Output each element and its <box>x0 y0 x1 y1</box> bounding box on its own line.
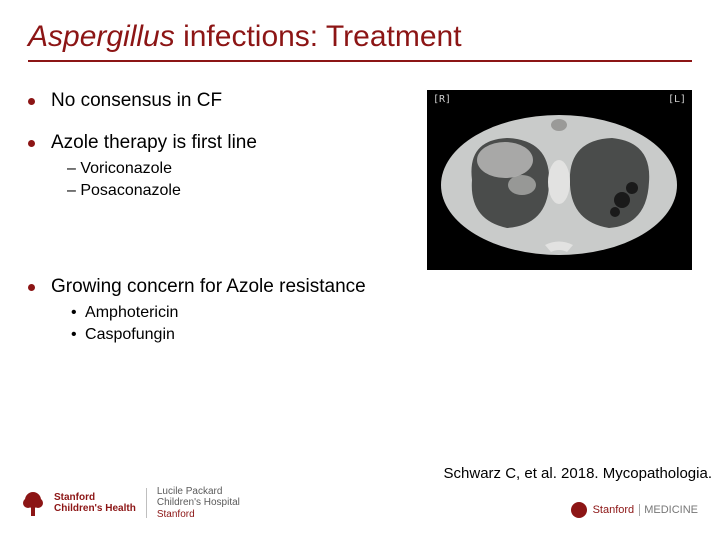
text-column: No consensus in CF Azole therapy is firs… <box>28 90 409 223</box>
ct-label-right-side: [R] <box>433 94 451 105</box>
bullet-icon <box>28 98 35 105</box>
sm-word: Stanford <box>593 504 635 516</box>
logo-line: Stanford <box>54 492 136 503</box>
sub-list-dash: Voriconazole Posaconazole <box>51 158 409 203</box>
sub-item: Voriconazole <box>67 158 409 180</box>
bullet-icon <box>28 284 35 291</box>
sub-item: Posaconazole <box>67 180 409 202</box>
bullet-item: No consensus in CF <box>28 90 409 112</box>
logo-line: Lucile Packard <box>157 486 240 498</box>
logo-line: Children's Health <box>54 503 136 514</box>
footer-divider <box>146 488 147 518</box>
slide: Aspergillus infections: Treatment No con… <box>0 0 720 540</box>
seal-icon <box>571 502 587 518</box>
stanford-medicine-logo: Stanford MEDICINE <box>571 502 698 518</box>
bullet-item: Azole therapy is first line Voriconazole… <box>28 132 409 203</box>
bullet-body: Growing concern for Azole resistance Amp… <box>51 276 692 347</box>
ct-label-left-side: [L] <box>668 94 686 105</box>
slide-title: Aspergillus infections: Treatment <box>28 20 692 62</box>
sm-word: MEDICINE <box>639 504 698 516</box>
bullet-text: Growing concern for Azole resistance <box>51 276 692 298</box>
title-italic: Aspergillus <box>28 20 175 53</box>
logo-line: Children's Hospital <box>157 497 240 509</box>
sub-item: Amphotericin <box>71 302 692 324</box>
ct-svg <box>427 90 692 270</box>
footer-left: Stanford Children's Health Lucile Packar… <box>22 486 240 521</box>
title-rest: infections: Treatment <box>175 20 462 53</box>
content-row: No consensus in CF Azole therapy is firs… <box>28 90 692 270</box>
stanford-childrens-health-logo-text: Stanford Children's Health <box>54 492 136 514</box>
bullet-item: Growing concern for Azole resistance Amp… <box>28 276 692 347</box>
bullet-list: No consensus in CF Azole therapy is firs… <box>28 90 409 203</box>
lpch-logo-text: Lucile Packard Children's Hospital Stanf… <box>157 486 240 521</box>
ct-scan-image: [R] [L] <box>427 90 692 270</box>
bullet-text: No consensus in CF <box>51 90 409 112</box>
stanford-medicine-text: Stanford MEDICINE <box>593 504 698 516</box>
sub-list-dot: Amphotericin Caspofungin <box>51 302 692 347</box>
citation: Schwarz C, et al. 2018. Mycopathologia. <box>444 465 712 482</box>
logo-line: Stanford <box>157 509 240 521</box>
bullet-icon <box>28 140 35 147</box>
tree-icon <box>22 489 44 517</box>
sub-item: Caspofungin <box>71 324 692 346</box>
bullet-body: No consensus in CF <box>51 90 409 112</box>
bullet-text: Azole therapy is first line <box>51 132 409 154</box>
bullet-list-lower: Growing concern for Azole resistance Amp… <box>28 276 692 347</box>
bullet-body: Azole therapy is first line Voriconazole… <box>51 132 409 203</box>
